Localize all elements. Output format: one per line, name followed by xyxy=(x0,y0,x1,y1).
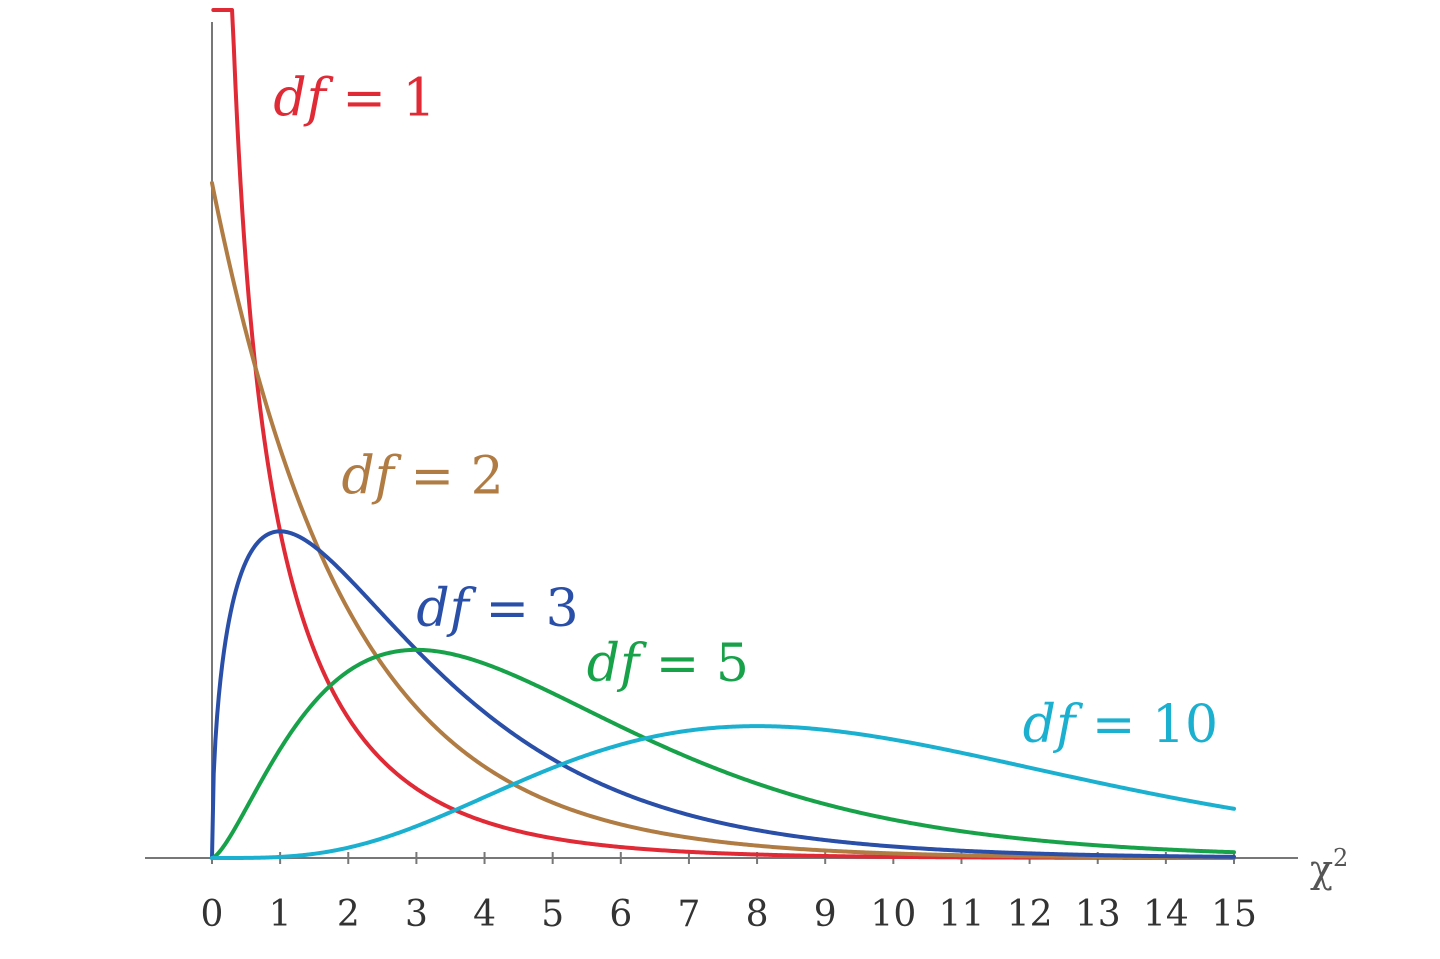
x-tick-labels: 0 1 2 3 4 5 6 7 8 9 10 11 12 13 14 15 xyxy=(201,894,1257,935)
x-axis-label-superscript: 2 xyxy=(1333,844,1348,872)
x-tick-label-0: 0 xyxy=(201,894,224,935)
x-tick-label-15: 15 xyxy=(1211,894,1257,935)
series-label-df-3: df = 3 xyxy=(416,579,578,639)
series-label-df-10: df = 10 xyxy=(1023,695,1218,755)
series-label-df-5: df = 5 xyxy=(587,634,749,694)
series-line-df-10 xyxy=(210,724,1236,860)
x-tick-label-11: 11 xyxy=(939,894,985,935)
x-tick-label-10: 10 xyxy=(870,894,916,935)
x-tick-label-2: 2 xyxy=(337,894,360,935)
x-axis-label: χ2 xyxy=(1310,844,1348,891)
x-tick-label-1: 1 xyxy=(269,894,292,935)
series-line-df-5 xyxy=(210,647,1236,860)
x-tick-label-3: 3 xyxy=(405,894,428,935)
x-tick-label-4: 4 xyxy=(473,894,496,935)
x-tick-label-6: 6 xyxy=(609,894,632,935)
x-tick-label-13: 13 xyxy=(1075,894,1121,935)
series-labels: df = 1 df = 2 df = 3df = 5 df = 10 xyxy=(273,69,1218,755)
x-tick-label-14: 14 xyxy=(1143,894,1189,935)
series-line-df-3 xyxy=(210,529,1236,860)
x-tick-label-12: 12 xyxy=(1007,894,1053,935)
x-axis-label-base: χ xyxy=(1310,847,1333,891)
x-tick-label-9: 9 xyxy=(814,894,837,935)
x-tick-label-7: 7 xyxy=(677,894,700,935)
series-lines xyxy=(210,8,1236,860)
series-line-df-2 xyxy=(210,181,1236,860)
x-tick-label-8: 8 xyxy=(746,894,769,935)
x-tick-label-5: 5 xyxy=(541,894,564,935)
series-label-df-2: df = 2 xyxy=(341,447,503,507)
series-label-df-1: df = 1 xyxy=(273,69,435,129)
